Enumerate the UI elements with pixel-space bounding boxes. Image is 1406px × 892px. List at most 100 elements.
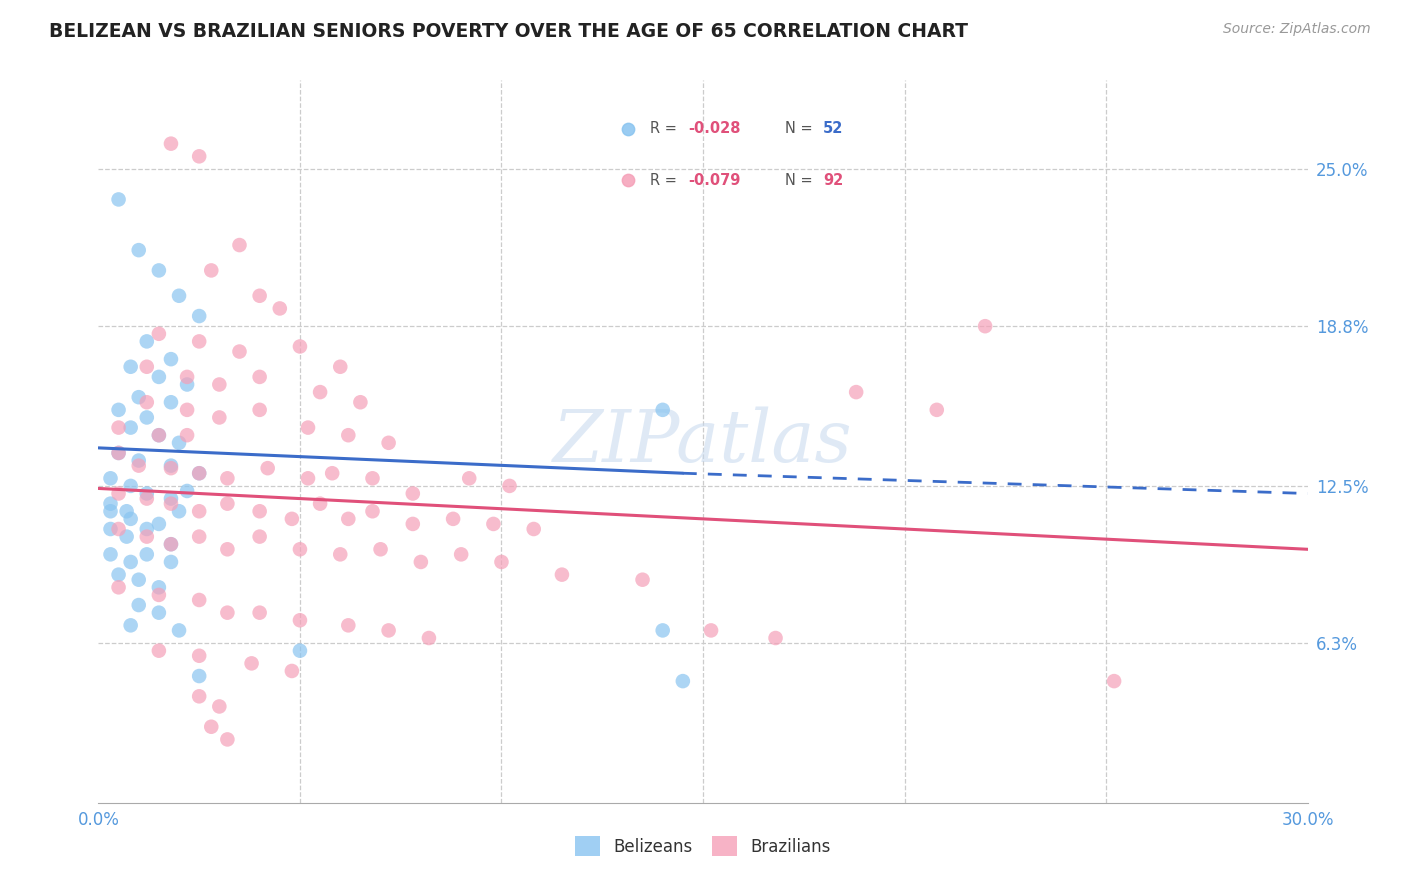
Point: [188, 690, 211, 704]
Point: [402, 516, 425, 531]
Point: [337, 512, 360, 526]
Point: [281, 664, 304, 678]
Point: [135, 522, 157, 536]
Point: [188, 467, 211, 481]
Point: [249, 530, 271, 544]
Point: [188, 309, 211, 323]
Text: Source: ZipAtlas.com: Source: ZipAtlas.com: [1223, 22, 1371, 37]
Point: [135, 547, 157, 561]
Point: [288, 339, 311, 353]
Point: [148, 516, 170, 531]
Point: [100, 547, 122, 561]
Point: [256, 461, 278, 475]
Point: [458, 471, 481, 485]
Point: [402, 486, 425, 500]
Point: [249, 504, 271, 518]
Point: [160, 461, 183, 475]
Point: [217, 542, 239, 557]
Point: [297, 471, 319, 485]
Point: [135, 334, 157, 349]
Point: [188, 149, 211, 163]
Point: [135, 359, 157, 374]
Point: [135, 395, 157, 409]
Point: [120, 420, 142, 434]
Point: [321, 467, 343, 481]
Point: [148, 428, 170, 442]
Point: [148, 606, 170, 620]
Point: [329, 547, 352, 561]
Text: ZIPatlas: ZIPatlas: [553, 406, 853, 477]
Point: [107, 446, 129, 460]
Point: [100, 504, 122, 518]
Point: [228, 238, 250, 252]
Point: [631, 573, 654, 587]
Point: [107, 522, 129, 536]
Point: [107, 420, 129, 434]
Point: [249, 289, 271, 303]
Point: [148, 326, 170, 341]
Point: [167, 624, 190, 638]
Point: [200, 720, 222, 734]
Point: [208, 410, 231, 425]
Point: [309, 497, 332, 511]
Point: [188, 669, 211, 683]
Point: [409, 555, 432, 569]
Point: [107, 402, 129, 417]
Point: [700, 624, 723, 638]
Point: [188, 648, 211, 663]
Legend: Belizeans, Brazilians: Belizeans, Brazilians: [568, 830, 838, 863]
Point: [249, 606, 271, 620]
Point: [188, 504, 211, 518]
Point: [288, 643, 311, 657]
Point: [107, 567, 129, 582]
Point: [100, 471, 122, 485]
Point: [418, 631, 440, 645]
Point: [100, 497, 122, 511]
Point: [925, 402, 948, 417]
Point: [176, 483, 198, 498]
Point: [107, 580, 129, 594]
Point: [441, 512, 464, 526]
Point: [128, 598, 150, 612]
Point: [148, 643, 170, 657]
Point: [135, 491, 157, 506]
Point: [269, 301, 291, 316]
Point: [498, 479, 520, 493]
Point: [208, 377, 231, 392]
Point: [120, 359, 142, 374]
Point: [845, 385, 868, 400]
Point: [120, 618, 142, 632]
Point: [309, 385, 332, 400]
Point: [160, 395, 183, 409]
Point: [188, 530, 211, 544]
Point: [128, 458, 150, 473]
Point: [349, 395, 371, 409]
Point: [765, 631, 787, 645]
Point: [329, 359, 352, 374]
Point: [107, 446, 129, 460]
Point: [297, 420, 319, 434]
Point: [160, 352, 183, 367]
Point: [370, 542, 392, 557]
Point: [240, 657, 263, 671]
Point: [167, 289, 190, 303]
Point: [200, 263, 222, 277]
Point: [160, 555, 183, 569]
Point: [128, 243, 150, 257]
Point: [160, 458, 183, 473]
Point: [249, 370, 271, 384]
Point: [160, 136, 183, 151]
Point: [148, 370, 170, 384]
Point: [288, 542, 311, 557]
Point: [160, 537, 183, 551]
Point: [160, 491, 183, 506]
Point: [672, 674, 695, 689]
Point: [482, 516, 505, 531]
Point: [249, 402, 271, 417]
Point: [228, 344, 250, 359]
Point: [337, 428, 360, 442]
Point: [361, 504, 384, 518]
Point: [128, 390, 150, 404]
Point: [176, 428, 198, 442]
Point: [217, 606, 239, 620]
